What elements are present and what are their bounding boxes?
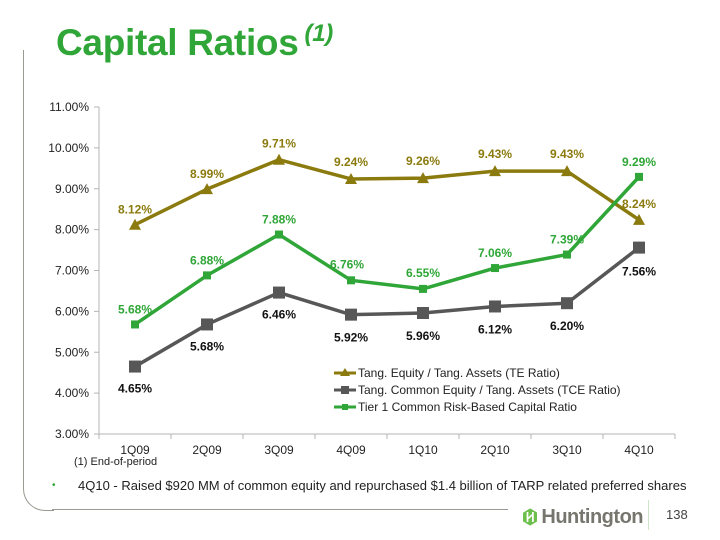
data-label: 9.43% (550, 147, 584, 161)
series-line-2 (134, 175, 641, 326)
bullet-marker: • (52, 480, 56, 491)
legend-square-marker (341, 386, 349, 394)
tier1-ratio-point (563, 250, 571, 259)
data-label: 6.76% (330, 257, 364, 271)
te-ratio-point (345, 172, 357, 184)
data-label: 5.96% (406, 329, 440, 343)
y-tick-label: 7.00% (55, 264, 89, 278)
te-ratio-point (129, 218, 141, 230)
tier1-ratio-point (347, 276, 355, 285)
chart-axes: 3.00% 4.00% 5.00% 6.00% 7.00% 8.00% 9.00% 10.00… (48, 100, 676, 457)
data-label: 9.71% (262, 137, 296, 151)
bullet-text: 4Q10 - Raised $920 MM of common equity a… (78, 478, 687, 493)
tce-ratio-point (129, 360, 141, 373)
chart-series (129, 153, 645, 373)
y-tick-label: 5.00% (55, 345, 89, 359)
data-label: 9.26% (406, 154, 440, 168)
y-tick-label: 8.00% (55, 223, 89, 237)
tier1-ratio-point (491, 264, 499, 273)
legend-label: Tier 1 Common Risk-Based Capital Ratio (358, 400, 577, 414)
data-label: 7.06% (478, 246, 512, 260)
x-tick-label: 4Q09 (336, 443, 366, 457)
tce-ratio-point (417, 307, 429, 320)
tce-ratio-point (201, 318, 213, 331)
y-tick-label: 6.00% (55, 304, 89, 318)
huntington-logo-icon (523, 508, 538, 526)
data-label: 7.39% (550, 233, 584, 247)
y-tick-label: 11.00% (49, 100, 89, 114)
data-label: 7.88% (262, 213, 296, 227)
huntington-logo: Huntington (523, 500, 643, 534)
data-label: 5.92% (334, 331, 368, 345)
data-label: 9.29% (622, 155, 656, 169)
logo-text: Huntington (541, 505, 643, 528)
data-label: 7.56% (622, 265, 656, 279)
data-label: 6.46% (262, 308, 296, 322)
tier1-ratio-point (203, 271, 211, 280)
page-number: 138 (666, 507, 688, 522)
y-tick-label: 10.00% (48, 141, 89, 155)
legend-small-square-marker (342, 404, 348, 410)
x-tick-label: 4Q10 (624, 443, 654, 457)
chart-legend: Tang. Equity / Tang. Assets (TE Ratio) Ta… (334, 366, 621, 414)
y-tick-label: 4.00% (55, 386, 89, 400)
data-label: 8.12% (118, 203, 152, 217)
data-label: 6.20% (550, 319, 584, 333)
data-label: 9.43% (478, 147, 512, 161)
te-ratio-point (273, 153, 285, 165)
tce-ratio-point (273, 286, 285, 299)
y-tick-label: 3.00% (55, 427, 89, 441)
legend-label: Tang. Common Equity / Tang. Assets (TCE … (358, 383, 621, 397)
title-superscript: (1) (304, 20, 334, 47)
tce-ratio-point (633, 241, 645, 254)
tier1-ratio-point (131, 320, 139, 329)
te-ratio-point (633, 213, 645, 225)
tier1-ratio-point (635, 172, 643, 181)
tce-ratio-point (489, 300, 501, 313)
slide-frame-bottom (52, 509, 508, 510)
data-label: 6.55% (406, 266, 440, 280)
y-tick-label: 9.00% (55, 182, 89, 196)
te-ratio-point (489, 165, 501, 177)
data-label: 5.68% (118, 302, 152, 316)
tce-ratio-point (345, 308, 357, 321)
legend-triangle-marker (340, 368, 350, 376)
x-tick-label: 2Q09 (192, 443, 222, 457)
data-label: 8.24% (622, 197, 656, 211)
series-line-1 (134, 246, 641, 369)
title-text: Capital Ratios (56, 22, 299, 63)
footnote: (1) End-of-period (74, 456, 158, 468)
data-label: 9.24% (334, 155, 368, 169)
data-label: 6.12% (478, 322, 512, 336)
te-ratio-point (417, 172, 429, 184)
x-tick-label: 2Q10 (480, 443, 510, 457)
slide-frame-left (23, 50, 24, 490)
footer-divider (648, 500, 649, 530)
te-ratio-point (561, 165, 573, 177)
tier1-ratio-point (419, 284, 427, 293)
tce-ratio-point (561, 297, 573, 310)
te-ratio-point (201, 183, 213, 195)
chart-data-labels: 8.12% 8.99% 9.71% 9.24% 9.26% 9.43% 9.43% 8.24%… (118, 137, 656, 396)
x-tick-label: 1Q10 (408, 443, 438, 457)
data-label: 6.88% (190, 253, 224, 267)
tier1-ratio-point (275, 230, 283, 239)
data-label: 5.68% (190, 339, 224, 353)
x-tick-label: 3Q09 (264, 443, 294, 457)
slide-title: Capital Ratios (1) (56, 20, 334, 64)
x-tick-label: 1Q09 (120, 443, 150, 457)
x-tick-label: 3Q10 (552, 443, 582, 457)
series-line-0 (134, 157, 640, 227)
legend-label: Tang. Equity / Tang. Assets (TE Ratio) (358, 366, 560, 380)
data-label: 4.65% (118, 382, 152, 396)
data-label: 8.99% (190, 167, 224, 181)
